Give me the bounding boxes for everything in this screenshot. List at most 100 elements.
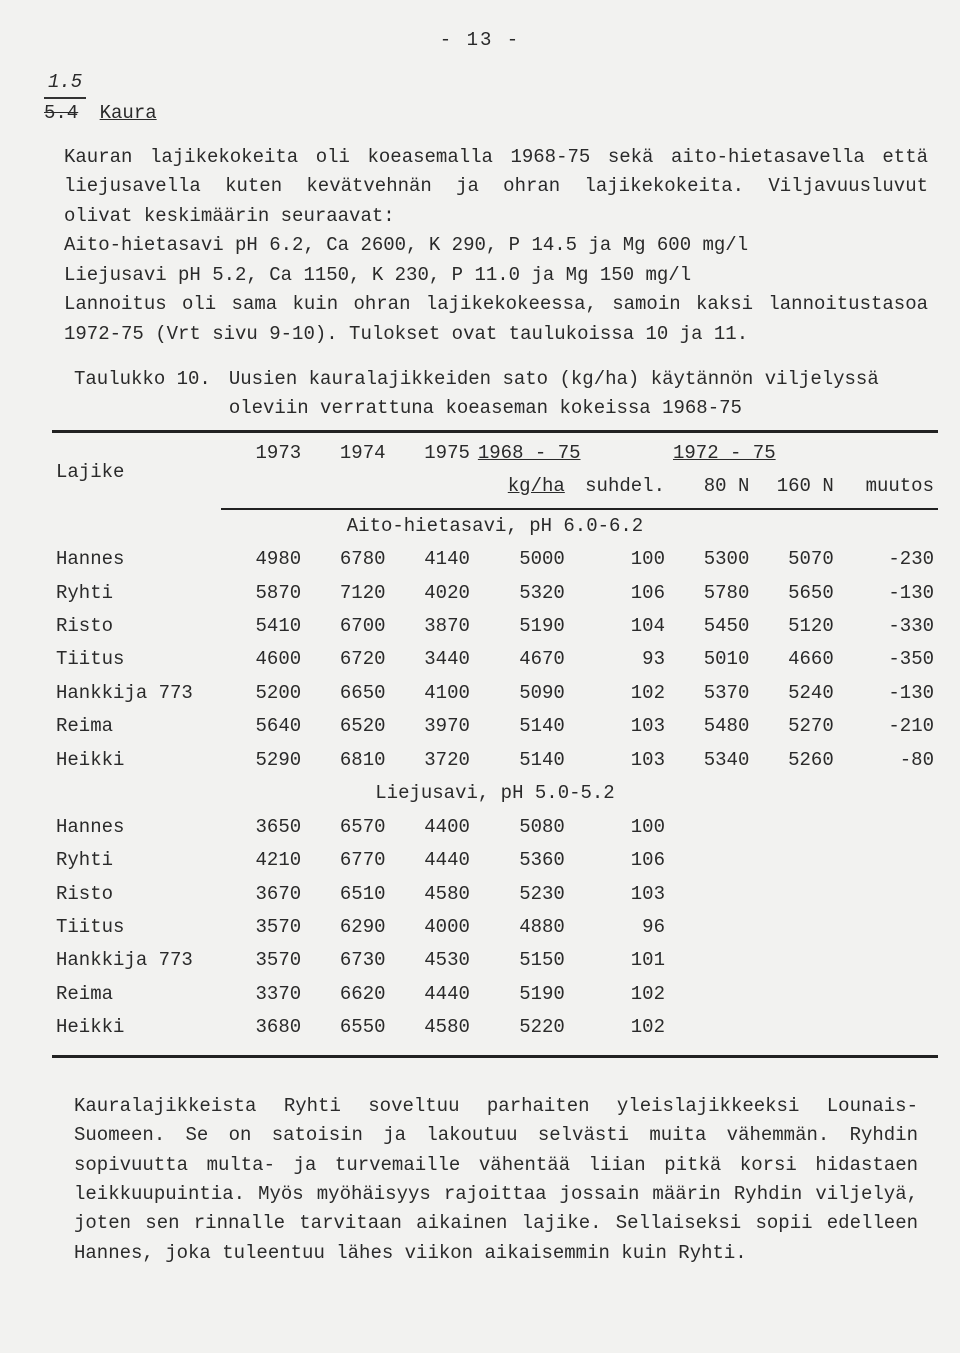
table-row: Hannes498067804140500010053005070-230 — [52, 543, 938, 576]
col-kgha: kg/ha — [474, 470, 569, 508]
cell-1975: 4000 — [390, 911, 474, 944]
cell-80n: 5480 — [669, 710, 753, 743]
cell-kgha: 5140 — [474, 710, 569, 743]
table-10-body-lieju: Liejusavi, pH 5.0-5.2Hannes3650657044005… — [52, 777, 938, 1045]
table-10-caption: Taulukko 10. Uusien kauralajikkeiden sat… — [74, 365, 928, 424]
cell-kgha: 5140 — [474, 744, 569, 777]
cell-1975: 3720 — [390, 744, 474, 777]
cell-1973: 4980 — [221, 543, 305, 576]
col-muutos: muutos — [838, 470, 938, 508]
cell-lajike: Ryhti — [52, 577, 221, 610]
page: - 13 - 1.5 5.4 Kaura Kauran lajikekokeit… — [0, 0, 960, 1353]
intro-p1: Kauran lajikekokeita oli koeasemalla 196… — [64, 143, 928, 231]
cell-lajike: Ryhti — [52, 844, 221, 877]
table-10: Lajike 1973 1974 1975 1968 - 75 1972 - 7… — [52, 430, 938, 1058]
cell-1974: 6650 — [305, 677, 389, 710]
cell-suhdel: 93 — [569, 643, 669, 676]
table-10-label: Taulukko 10. — [74, 365, 211, 424]
section-heading: 1.5 5.4 Kaura — [44, 68, 938, 129]
cell-1974: 6620 — [305, 978, 389, 1011]
cell-160n — [753, 978, 837, 1011]
table-row: Ryhti4210677044405360106 — [52, 844, 938, 877]
cell-1974: 6780 — [305, 543, 389, 576]
cell-1975: 3970 — [390, 710, 474, 743]
cell-lajike: Risto — [52, 610, 221, 643]
cell-suhdel: 106 — [569, 844, 669, 877]
cell-1975: 4140 — [390, 543, 474, 576]
cell-160n — [753, 844, 837, 877]
cell-muutos: -80 — [838, 744, 938, 777]
cell-suhdel: 103 — [569, 710, 669, 743]
table-row: Reima3370662044405190102 — [52, 978, 938, 1011]
cell-1973: 4210 — [221, 844, 305, 877]
table-10-body-aito: Aito-hietasavi, pH 6.0-6.2Hannes49806780… — [52, 509, 938, 778]
cell-80n: 5010 — [669, 643, 753, 676]
cell-lajike: Hannes — [52, 811, 221, 844]
cell-80n: 5780 — [669, 577, 753, 610]
cell-1975: 3870 — [390, 610, 474, 643]
col-1975: 1975 — [390, 437, 474, 470]
cell-suhdel: 102 — [569, 978, 669, 1011]
cell-160n: 5650 — [753, 577, 837, 610]
table-row: Ryhti587071204020532010657805650-130 — [52, 577, 938, 610]
cell-1974: 6510 — [305, 878, 389, 911]
cell-lajike: Heikki — [52, 1011, 221, 1044]
cell-muutos — [838, 1011, 938, 1044]
cell-lajike: Hankkija 773 — [52, 677, 221, 710]
table-row: Tiitus357062904000488096 — [52, 911, 938, 944]
cell-kgha: 5320 — [474, 577, 569, 610]
cell-1974: 6570 — [305, 811, 389, 844]
cell-kgha: 4880 — [474, 911, 569, 944]
cell-1973: 5410 — [221, 610, 305, 643]
cell-1975: 4100 — [390, 677, 474, 710]
cell-muutos — [838, 844, 938, 877]
cell-kgha: 5190 — [474, 610, 569, 643]
cell-1975: 4020 — [390, 577, 474, 610]
cell-1973: 4600 — [221, 643, 305, 676]
cell-1975: 4580 — [390, 878, 474, 911]
cell-80n: 5340 — [669, 744, 753, 777]
cell-kgha: 5190 — [474, 978, 569, 1011]
cell-muutos — [838, 978, 938, 1011]
cell-kgha: 5360 — [474, 844, 569, 877]
cell-1973: 5200 — [221, 677, 305, 710]
cell-suhdel: 103 — [569, 878, 669, 911]
table-row: Reima564065203970514010354805270-210 — [52, 710, 938, 743]
col-lajike: Lajike — [52, 437, 221, 509]
cell-lajike: Reima — [52, 978, 221, 1011]
cell-1973: 3650 — [221, 811, 305, 844]
cell-kgha: 4670 — [474, 643, 569, 676]
cell-lajike: Risto — [52, 878, 221, 911]
cell-160n — [753, 911, 837, 944]
cell-160n: 5070 — [753, 543, 837, 576]
cell-kgha: 5090 — [474, 677, 569, 710]
cell-80n — [669, 1011, 753, 1044]
cell-1974: 6290 — [305, 911, 389, 944]
cell-160n — [753, 878, 837, 911]
cell-1973: 3570 — [221, 944, 305, 977]
table-row: Risto541067003870519010454505120-330 — [52, 610, 938, 643]
cell-80n — [669, 878, 753, 911]
cell-1973: 5290 — [221, 744, 305, 777]
cell-1973: 5640 — [221, 710, 305, 743]
section-title: Kaura — [100, 102, 157, 124]
intro-p4: Lannoitus oli sama kuin ohran lajikekoke… — [64, 290, 928, 349]
cell-muutos — [838, 878, 938, 911]
cell-1975: 4400 — [390, 811, 474, 844]
cell-suhdel: 102 — [569, 677, 669, 710]
cell-1973: 3670 — [221, 878, 305, 911]
intro-p2: Aito-hietasavi pH 6.2, Ca 2600, K 290, P… — [64, 231, 928, 260]
cell-1973: 3680 — [221, 1011, 305, 1044]
cell-1973: 3570 — [221, 911, 305, 944]
table-row: Hankkija 7733570673045305150101 — [52, 944, 938, 977]
bottom-paragraph: Kauralajikkeista Ryhti soveltuu parhaite… — [74, 1092, 918, 1269]
cell-suhdel: 106 — [569, 577, 669, 610]
section-number-struck: 5.4 — [44, 102, 78, 124]
page-number: - 13 - — [0, 26, 960, 55]
cell-1974: 6700 — [305, 610, 389, 643]
cell-80n — [669, 944, 753, 977]
cell-lajike: Heikki — [52, 744, 221, 777]
cell-1974: 6770 — [305, 844, 389, 877]
table-subhead: Liejusavi, pH 5.0-5.2 — [52, 777, 938, 810]
cell-80n — [669, 911, 753, 944]
